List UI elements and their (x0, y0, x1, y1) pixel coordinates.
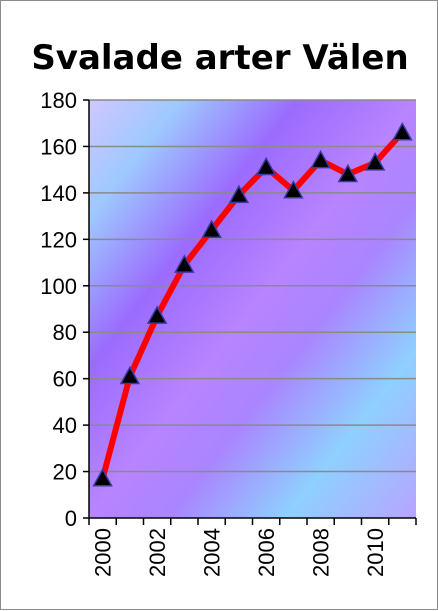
data-point-marker (364, 152, 386, 171)
data-point-marker (337, 163, 359, 183)
x-tick-label: 2002 (145, 528, 170, 577)
data-point-marker (255, 156, 277, 176)
x-tick-label: 2000 (91, 528, 116, 577)
data-point-marker (310, 149, 331, 169)
x-tick-label: 2004 (200, 528, 225, 577)
y-tick-label: 180 (40, 88, 77, 113)
x-tick-label: 2006 (254, 528, 279, 577)
series-markers (92, 121, 413, 487)
data-point-marker (283, 180, 304, 199)
data-point-marker (92, 467, 113, 487)
data-point-marker (392, 121, 413, 141)
plot-area (89, 100, 416, 518)
data-point-marker (146, 305, 168, 324)
y-axis-ticks: 0 20 40 60 80 100 120 140 160 180 (40, 88, 89, 531)
x-tick-label: 2008 (309, 528, 334, 577)
y-tick-label: 40 (53, 413, 77, 438)
y-tick-label: 60 (53, 367, 77, 392)
data-point-marker (174, 254, 195, 273)
x-axis-ticks: 2000 2002 2004 2006 2008 2010 (88, 518, 417, 577)
y-tick-label: 160 (40, 134, 77, 159)
y-tick-label: 100 (40, 274, 77, 299)
data-point-marker (228, 184, 250, 204)
x-tick-label: 2010 (363, 528, 388, 577)
y-tick-label: 140 (40, 181, 77, 206)
y-tick-label: 120 (40, 227, 77, 252)
y-tick-label: 0 (65, 506, 77, 531)
y-tick-label: 20 (53, 460, 77, 485)
chart-title: Svalade arter Välen (31, 38, 408, 78)
data-point-marker (119, 365, 141, 385)
y-tick-label: 80 (53, 320, 77, 345)
grid-lines (89, 99, 416, 473)
data-point-marker (201, 219, 222, 238)
